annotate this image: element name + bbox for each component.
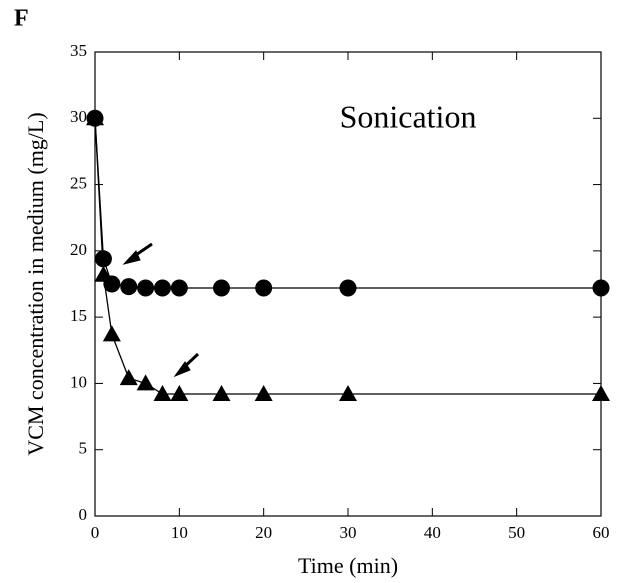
point <box>255 279 273 297</box>
point <box>170 385 189 402</box>
point <box>339 385 357 402</box>
point <box>120 278 138 296</box>
y-tick-label: 30 <box>70 107 87 126</box>
point <box>136 374 155 391</box>
point <box>212 385 231 402</box>
panel-label: F <box>14 6 29 32</box>
series-line <box>94 118 601 395</box>
point <box>153 279 171 297</box>
series-line <box>94 118 601 289</box>
x-tick-label: 0 <box>91 523 100 542</box>
point <box>137 279 155 297</box>
x-tick-label: 60 <box>593 523 610 542</box>
annotation: Sonication <box>340 98 477 134</box>
point <box>254 385 273 402</box>
y-tick-label: 35 <box>70 41 87 60</box>
y-tick-label: 0 <box>79 505 88 524</box>
point <box>94 250 112 268</box>
x-tick-label: 30 <box>340 523 357 542</box>
y-tick-label: 5 <box>79 439 88 458</box>
point <box>170 279 188 297</box>
point <box>94 265 113 282</box>
point <box>86 109 104 126</box>
point <box>213 279 230 297</box>
y-axis-label: VCM concentration in medium (mg/L) <box>23 112 48 455</box>
point <box>119 369 138 386</box>
point <box>102 325 121 342</box>
y-tick-label: 20 <box>70 240 87 259</box>
point <box>592 279 610 297</box>
x-axis-label: Time (min) <box>298 553 398 578</box>
y-tick-label: 15 <box>70 306 87 325</box>
x-tick-label: 50 <box>508 523 525 542</box>
arrow <box>122 242 200 378</box>
x-tick-label: 10 <box>171 523 188 542</box>
y-tick-label: 10 <box>70 372 87 391</box>
point <box>339 279 357 297</box>
point <box>592 385 610 402</box>
y-tick-label: 25 <box>70 173 87 192</box>
x-tick-label: 40 <box>424 523 441 542</box>
point <box>153 385 172 402</box>
x-tick-label: 20 <box>255 523 272 542</box>
